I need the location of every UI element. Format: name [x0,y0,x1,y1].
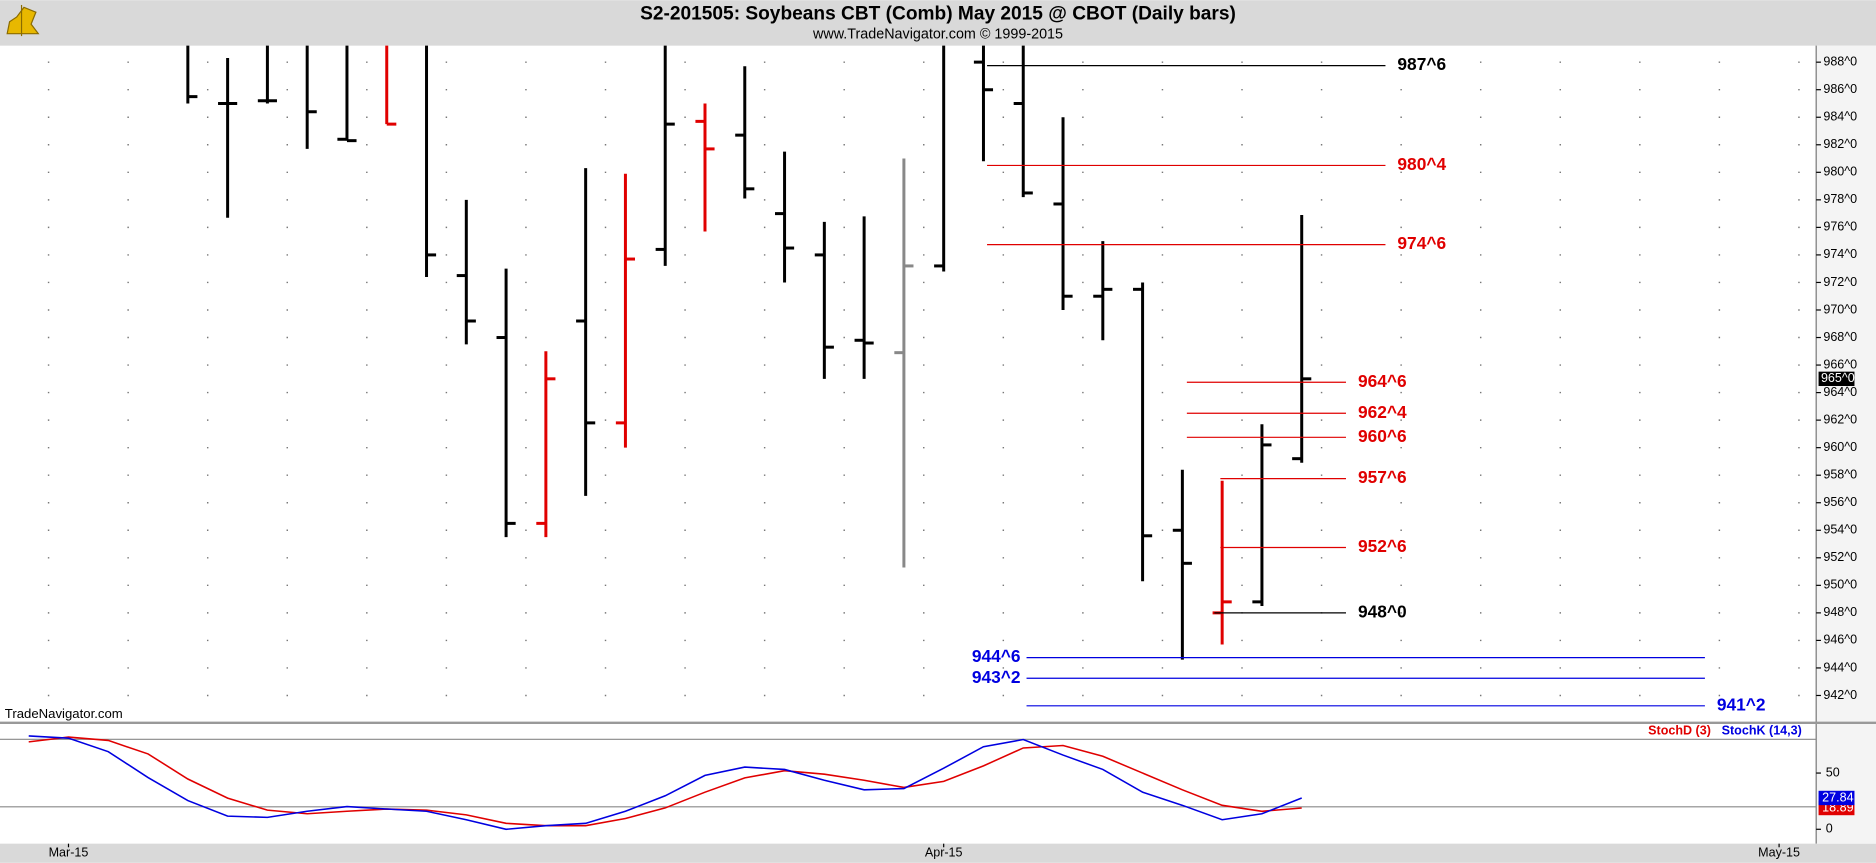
y-tick-label: 986^0 [1823,82,1857,96]
y-tick-label: 968^0 [1823,330,1857,344]
y-tick-label: 964^0 [1823,385,1857,399]
y-tick-label: 976^0 [1823,220,1857,234]
y-tick-label: 966^0 [1823,357,1857,371]
level-label: 964^6 [1358,371,1407,391]
level-label: 980^4 [1397,154,1446,174]
y-tick-label: 972^0 [1823,275,1857,289]
legend-entry: StochD (3) [1648,724,1711,738]
y-tick-label: 948^0 [1823,605,1857,619]
y-tick-label: 956^0 [1823,495,1857,509]
level-label: 944^6 [972,646,1021,666]
header-bar [0,0,1876,46]
stoch-line [28,736,1302,827]
level-label: 943^2 [972,667,1021,687]
y-tick-label: 942^0 [1823,688,1857,702]
chart-title: S2-201505: Soybeans CBT (Comb) May 2015 … [640,4,1236,25]
y-tick-label: 970^0 [1823,302,1857,316]
y-tick-label: 962^0 [1823,412,1857,426]
level-label: 948^0 [1358,601,1407,621]
last-price-label: 965^0 [1821,371,1855,385]
y-tick-label: 0 [1826,822,1833,836]
last-value-label: 27.84 [1822,790,1853,804]
level-label: 987^6 [1397,54,1446,74]
y-tick-label: 954^0 [1823,523,1857,537]
level-label: 960^6 [1358,426,1407,446]
level-label: 952^6 [1358,536,1407,556]
x-axis-bar [0,843,1876,863]
watermark: TradeNavigator.com [5,706,123,721]
y-tick-label: 988^0 [1823,54,1857,68]
x-tick-label: May-15 [1758,846,1800,860]
price-plot [186,45,1312,660]
level-label: 957^6 [1358,467,1407,487]
y-tick-label: 982^0 [1823,137,1857,151]
x-tick-label: Mar-15 [49,846,89,860]
x-tick-label: Apr-15 [925,846,963,860]
logo [6,4,40,37]
y-tick-label: 974^0 [1823,247,1857,261]
y-tick-label: 960^0 [1823,440,1857,454]
y-tick-label: 50 [1826,765,1840,779]
y-axis-bar [1816,45,1876,844]
y-tick-label: 958^0 [1823,468,1857,482]
y-tick-label: 946^0 [1823,633,1857,647]
y-tick-label: 978^0 [1823,192,1857,206]
y-tick-label: 984^0 [1823,110,1857,124]
last-value-box [1818,790,1855,806]
last-price-box [1818,371,1855,387]
y-tick-label: 952^0 [1823,550,1857,564]
chart-subtitle: www.TradeNavigator.com © 1999-2015 [812,27,1063,43]
level-label: 941^2 [1717,694,1766,714]
legend-entry: StochK (14,3) [1722,724,1802,738]
level-label: 962^4 [1358,402,1407,422]
stoch-line [28,735,1303,831]
y-tick-label: 950^0 [1823,578,1857,592]
y-tick-label: 944^0 [1823,660,1857,674]
level-label: 974^6 [1397,233,1446,253]
y-tick-label: 980^0 [1823,165,1857,179]
